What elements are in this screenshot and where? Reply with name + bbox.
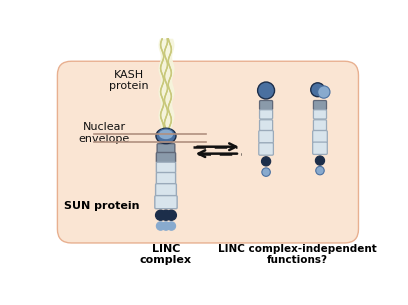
Circle shape [311, 83, 325, 97]
Ellipse shape [156, 128, 176, 144]
Circle shape [315, 156, 325, 165]
Ellipse shape [158, 129, 174, 140]
Text: LINC
complex: LINC complex [140, 244, 192, 265]
FancyBboxPatch shape [156, 162, 175, 173]
FancyBboxPatch shape [259, 131, 273, 143]
FancyBboxPatch shape [313, 110, 326, 119]
Circle shape [155, 210, 166, 220]
FancyBboxPatch shape [313, 142, 327, 154]
FancyBboxPatch shape [259, 101, 273, 110]
Circle shape [166, 210, 176, 220]
Circle shape [257, 82, 275, 99]
Text: LINC complex-independent
functions?: LINC complex-independent functions? [217, 244, 376, 265]
Circle shape [156, 222, 165, 230]
Circle shape [262, 157, 271, 166]
Circle shape [262, 168, 271, 176]
FancyBboxPatch shape [259, 110, 273, 119]
Circle shape [161, 210, 171, 220]
FancyBboxPatch shape [155, 184, 176, 196]
Text: Nuclear
envelope: Nuclear envelope [79, 122, 130, 144]
FancyBboxPatch shape [259, 120, 273, 131]
FancyBboxPatch shape [157, 144, 175, 153]
FancyBboxPatch shape [313, 101, 326, 110]
Circle shape [167, 222, 175, 230]
Circle shape [318, 86, 330, 98]
FancyBboxPatch shape [313, 131, 327, 143]
FancyBboxPatch shape [155, 196, 177, 209]
Circle shape [316, 166, 324, 175]
Circle shape [162, 222, 170, 230]
FancyBboxPatch shape [259, 143, 273, 155]
Text: KASH
protein: KASH protein [109, 70, 149, 91]
FancyBboxPatch shape [313, 120, 326, 131]
FancyBboxPatch shape [156, 173, 175, 184]
Text: SUN protein: SUN protein [64, 201, 140, 211]
FancyBboxPatch shape [58, 61, 359, 243]
FancyBboxPatch shape [156, 152, 175, 163]
